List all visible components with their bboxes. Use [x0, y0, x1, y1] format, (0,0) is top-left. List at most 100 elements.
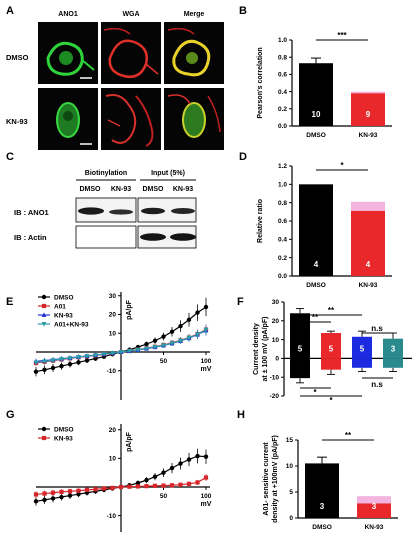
data-point — [76, 491, 81, 497]
data-point — [42, 491, 47, 496]
band-ano1 — [109, 209, 133, 215]
col-title-wga: WGA — [122, 11, 139, 18]
data-point — [127, 484, 132, 489]
cell-green-dmso — [46, 41, 95, 76]
cell-red-kn93 — [105, 94, 154, 147]
data-point — [84, 358, 90, 363]
data-point — [161, 334, 166, 339]
data-point — [41, 435, 47, 441]
bar-negative-kn-93 — [352, 358, 372, 368]
bar-n-label: 10 — [312, 110, 321, 119]
data-point — [152, 338, 158, 343]
x-axis-label: mV — [201, 366, 212, 373]
bar-n-label: 3 — [391, 344, 396, 353]
y-tick-label: 30 — [109, 293, 117, 300]
y-tick-label: 0.6 — [278, 218, 287, 225]
data-point — [152, 474, 158, 479]
y-axis-label: density at +100mV (pA/pF) — [272, 435, 279, 523]
row-label-kn93: KN-93 — [6, 117, 28, 126]
data-point — [161, 483, 166, 488]
chart-f-current-density: -20 -10 0 10 20 30 Current density at ± 100 mV … — [253, 299, 412, 405]
significance-mark: ** — [328, 306, 335, 315]
bar-n-label: 5 — [298, 344, 303, 353]
data-point — [118, 350, 124, 355]
bar-n-label: 4 — [314, 260, 319, 269]
data-point — [59, 357, 64, 362]
bar-positive-a01 — [321, 333, 341, 359]
y-tick-label: 0 — [275, 356, 279, 363]
data-point — [127, 348, 132, 354]
bar-positive-dmso — [290, 313, 310, 359]
data-point — [42, 367, 47, 373]
y-tick-label: 10 — [272, 337, 280, 344]
y-tick-label: -10 — [270, 374, 280, 381]
significance-mark: ** — [345, 431, 352, 440]
data-point — [178, 338, 183, 344]
bar-n-label: 5 — [329, 344, 334, 353]
y-tick-label: 20 — [272, 318, 280, 325]
y-axis-label: pA/pF — [126, 431, 133, 452]
data-point — [161, 343, 166, 348]
data-point — [67, 489, 73, 494]
data-point — [84, 487, 90, 492]
data-point — [76, 360, 81, 365]
data-point — [101, 352, 107, 357]
data-point — [84, 354, 90, 359]
data-point — [42, 497, 47, 503]
x-tick-label: 50 — [160, 358, 168, 365]
panel-a: A ANO1 WGA Merge DMSO KN-93 — [6, 5, 224, 150]
data-point — [59, 494, 64, 500]
data-point — [93, 487, 98, 492]
y-tick-label: 0.2 — [278, 255, 287, 262]
y-tick-label: 0.4 — [278, 237, 287, 244]
micrograph-wga-dmso — [101, 22, 161, 84]
significance-mark: * — [340, 161, 344, 170]
x-tick-label: 100 — [201, 358, 212, 365]
bar-n-label: 3 — [372, 502, 377, 511]
chart-g-iv-curve: -10 10 20 50 100mV pA/pF DMSO KN-93 — [33, 424, 212, 532]
data-point — [144, 477, 149, 483]
significance-mark: * — [313, 388, 317, 397]
data-point — [195, 453, 200, 459]
band-actin — [140, 233, 166, 241]
data-point — [50, 496, 56, 501]
data-point — [178, 461, 183, 466]
data-point — [161, 470, 166, 475]
y-axis-label: A01- sensitive current — [263, 442, 270, 516]
data-point — [152, 344, 158, 350]
y-tick-label: 15 — [286, 437, 294, 444]
data-point — [76, 488, 81, 493]
y-tick-label: 5 — [289, 489, 293, 496]
group-title-biotinylation: Biotinylation — [85, 170, 127, 177]
panel-f-letter: F — [237, 296, 244, 308]
y-tick-label: 10 — [109, 330, 117, 337]
bar-kn-93 — [357, 503, 391, 518]
x-axis-label: mV — [201, 501, 212, 508]
data-point — [186, 317, 192, 322]
cell-merge-dmso — [167, 27, 211, 77]
panel-c: C Biotinylation Input (5%) DMSO KN-93 DM… — [6, 151, 197, 249]
y-axis-label: Current density — [253, 323, 260, 375]
group-title-input: Input (5%) — [151, 170, 185, 177]
data-point — [144, 341, 149, 347]
bar-n-label: 4 — [366, 260, 371, 269]
significance-mark: *** — [337, 31, 347, 40]
panel-c-letter: C — [6, 151, 14, 163]
data-point — [203, 304, 209, 310]
data-point — [135, 480, 141, 486]
data-point — [33, 499, 39, 504]
y-tick-label: 0.0 — [278, 123, 287, 130]
data-point — [186, 457, 192, 462]
lane-label: DMSO — [80, 186, 102, 193]
legend-label: DMSO — [54, 294, 74, 301]
bar-dmso — [305, 463, 339, 518]
data-point — [144, 346, 149, 352]
y-tick-label: 1.2 — [278, 163, 287, 170]
data-point — [203, 454, 209, 459]
data-point — [41, 312, 47, 317]
bar-negative-dmso — [290, 358, 310, 379]
significance-mark: ** — [312, 313, 319, 322]
y-tick-label: 1.0 — [278, 37, 287, 44]
legend-label: KN-93 — [54, 312, 73, 319]
